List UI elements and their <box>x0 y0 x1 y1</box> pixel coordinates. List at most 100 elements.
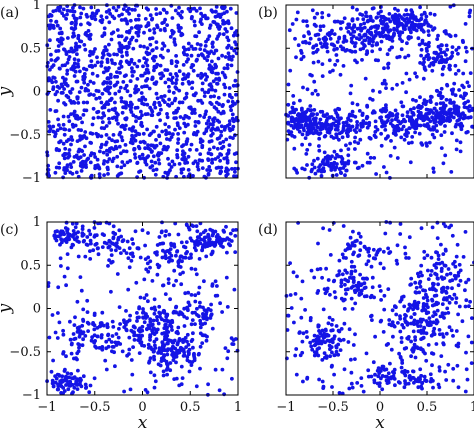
data-point <box>128 93 133 98</box>
data-point <box>93 155 97 159</box>
data-point <box>353 301 358 306</box>
data-point <box>420 380 425 385</box>
data-point <box>464 298 469 303</box>
data-point <box>198 137 203 142</box>
data-point <box>48 108 53 112</box>
data-point <box>96 8 100 13</box>
data-point <box>351 229 355 234</box>
data-point <box>183 335 188 340</box>
data-point <box>147 28 152 33</box>
data-point <box>119 34 124 39</box>
data-point <box>128 387 133 392</box>
data-point <box>353 269 358 273</box>
data-point <box>60 63 65 68</box>
data-point <box>116 335 121 340</box>
data-point <box>155 318 159 323</box>
data-point <box>300 132 305 137</box>
data-point <box>188 147 192 152</box>
data-point <box>451 366 456 371</box>
data-point <box>78 379 83 384</box>
data-point <box>453 276 458 281</box>
data-point <box>166 102 170 107</box>
data-point <box>330 318 335 322</box>
data-point <box>326 278 331 282</box>
data-point <box>194 272 199 277</box>
data-point <box>157 264 162 268</box>
data-point <box>383 123 387 128</box>
y-tick-label: −0.5 <box>9 128 41 143</box>
data-point <box>444 60 448 64</box>
data-point <box>370 285 375 290</box>
data-point <box>343 277 347 282</box>
data-point <box>134 119 138 124</box>
data-point <box>435 220 440 225</box>
data-point <box>76 117 80 121</box>
data-point <box>190 108 195 112</box>
data-point <box>172 111 176 115</box>
data-point <box>203 90 207 95</box>
data-point <box>318 131 323 136</box>
data-point <box>119 99 124 104</box>
x-tick-label: 1 <box>234 400 242 415</box>
data-point <box>76 254 81 259</box>
data-point <box>115 272 120 276</box>
data-point <box>81 113 86 117</box>
data-point <box>112 16 117 21</box>
data-point <box>107 244 112 249</box>
data-point <box>305 148 310 152</box>
data-point <box>285 328 290 332</box>
data-point <box>180 32 185 37</box>
data-point <box>89 338 94 343</box>
data-point <box>233 250 238 255</box>
data-point <box>294 17 299 22</box>
data-point <box>411 369 416 374</box>
data-point <box>174 278 179 283</box>
data-point <box>420 28 425 32</box>
data-point <box>382 120 387 125</box>
data-point <box>165 363 170 367</box>
data-point <box>306 126 310 130</box>
data-point <box>148 319 153 324</box>
data-point <box>205 50 210 54</box>
data-point <box>48 67 52 72</box>
data-point <box>109 58 114 62</box>
data-point <box>448 271 453 276</box>
data-point <box>221 228 226 233</box>
data-point <box>114 111 119 115</box>
data-point <box>110 345 115 349</box>
data-point <box>439 269 444 273</box>
data-point <box>378 18 383 23</box>
data-point <box>98 321 103 326</box>
data-point <box>381 34 386 39</box>
data-point <box>368 16 373 20</box>
data-point <box>456 385 461 390</box>
data-point <box>450 297 454 301</box>
data-point <box>70 87 75 91</box>
data-point <box>166 48 171 53</box>
data-point <box>146 146 151 151</box>
data-point <box>304 152 309 156</box>
data-point <box>143 388 148 392</box>
data-point <box>411 307 415 312</box>
data-point <box>385 381 390 385</box>
data-point <box>222 82 227 87</box>
data-point <box>292 320 296 325</box>
data-point <box>350 5 355 10</box>
data-point <box>128 79 133 83</box>
data-point <box>367 246 371 251</box>
data-point <box>210 40 215 45</box>
data-point <box>340 47 345 52</box>
data-point <box>379 9 383 14</box>
data-point <box>111 224 116 229</box>
data-point <box>361 389 366 394</box>
data-point <box>432 106 437 111</box>
data-point <box>291 101 296 106</box>
data-point <box>377 284 382 288</box>
data-point <box>407 126 412 131</box>
data-point <box>154 138 158 142</box>
data-point <box>152 297 157 302</box>
data-point <box>403 251 408 256</box>
data-point <box>69 112 73 116</box>
data-point <box>125 239 130 244</box>
data-point <box>127 62 132 67</box>
